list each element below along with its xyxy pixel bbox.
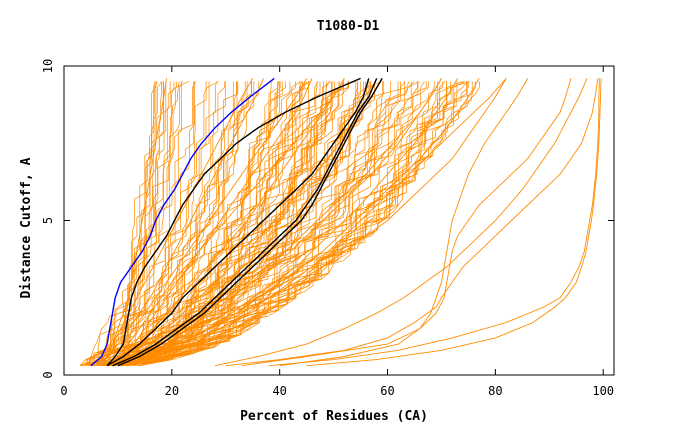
model-curve (92, 81, 237, 366)
model-curve (106, 78, 345, 367)
model-curve (114, 81, 279, 366)
model-curve (111, 81, 330, 366)
model-curve (127, 81, 446, 367)
model-curve (80, 81, 217, 367)
model-curve (105, 81, 308, 366)
reference-curve (112, 78, 378, 367)
model-curve (79, 81, 163, 366)
model-curve (214, 78, 588, 367)
model-curve (90, 81, 210, 367)
x-tick-label: 40 (272, 384, 286, 398)
model-curve (88, 81, 225, 367)
model-curve (93, 81, 164, 366)
x-tick-label: 100 (592, 384, 614, 398)
model-curve (111, 81, 318, 367)
model-curve (98, 81, 239, 367)
chart-title: T1080-D1 (317, 19, 380, 34)
model-curve (306, 78, 602, 367)
model-curve (111, 81, 272, 367)
model-curve (96, 78, 264, 367)
model-curve (94, 81, 167, 366)
x-axis-label: Percent of Residues (CA) (240, 409, 428, 424)
model-curve (123, 81, 385, 367)
model-curve (121, 81, 303, 366)
x-tick-label: 0 (60, 384, 67, 398)
reference-curve (117, 78, 383, 367)
model-curve (122, 81, 372, 366)
model-curve (101, 78, 167, 366)
x-tick-label: 80 (488, 384, 502, 398)
y-tick-label: 5 (41, 217, 55, 224)
model-curve (117, 78, 442, 367)
model-curve (125, 81, 333, 366)
model-curve (112, 78, 345, 367)
plot-area (79, 77, 602, 367)
model-band (79, 81, 481, 367)
model-curve (92, 81, 301, 367)
x-tick-label: 20 (165, 384, 179, 398)
model-curve (115, 81, 420, 367)
model-curve (99, 81, 296, 367)
model-curve (101, 78, 307, 367)
model-curve (139, 81, 447, 366)
model-curve (85, 81, 177, 367)
y-axis-label: Distance Cutoff, A (19, 157, 34, 298)
x-axis: 0 20 40 60 80 100 (60, 66, 614, 398)
y-tick-label: 10 (41, 59, 55, 73)
model-curve (122, 81, 427, 367)
model-curve (225, 78, 599, 367)
highlight-curve (90, 77, 275, 367)
model-curve (279, 78, 529, 367)
model-curve (116, 81, 406, 367)
model-curve (118, 81, 435, 367)
model-curve (111, 81, 255, 367)
model-curve (139, 78, 507, 367)
model-curve (108, 81, 238, 366)
model-curve (241, 78, 572, 367)
reference-curve (106, 77, 361, 367)
model-curve (81, 81, 195, 367)
reference-curve (106, 78, 370, 367)
model-curve (126, 81, 358, 367)
model-curve (115, 81, 340, 367)
model-curve (120, 81, 291, 367)
model-curve (126, 81, 399, 367)
y-axis: 0 5 10 (41, 59, 614, 379)
model-curve (128, 78, 507, 367)
x-tick-label: 60 (380, 384, 394, 398)
model-curve (102, 81, 260, 367)
model-curve (112, 78, 313, 367)
model-curve (80, 81, 158, 367)
model-curve (105, 81, 321, 367)
model-curve (123, 78, 442, 367)
model-curve (121, 81, 458, 367)
model-curve (100, 81, 182, 367)
y-tick-label: 0 (41, 371, 55, 378)
model-curve (137, 81, 412, 367)
model-curve (139, 81, 469, 367)
model-curve (268, 78, 600, 367)
model-curve (133, 78, 458, 367)
model-curve (96, 78, 254, 366)
